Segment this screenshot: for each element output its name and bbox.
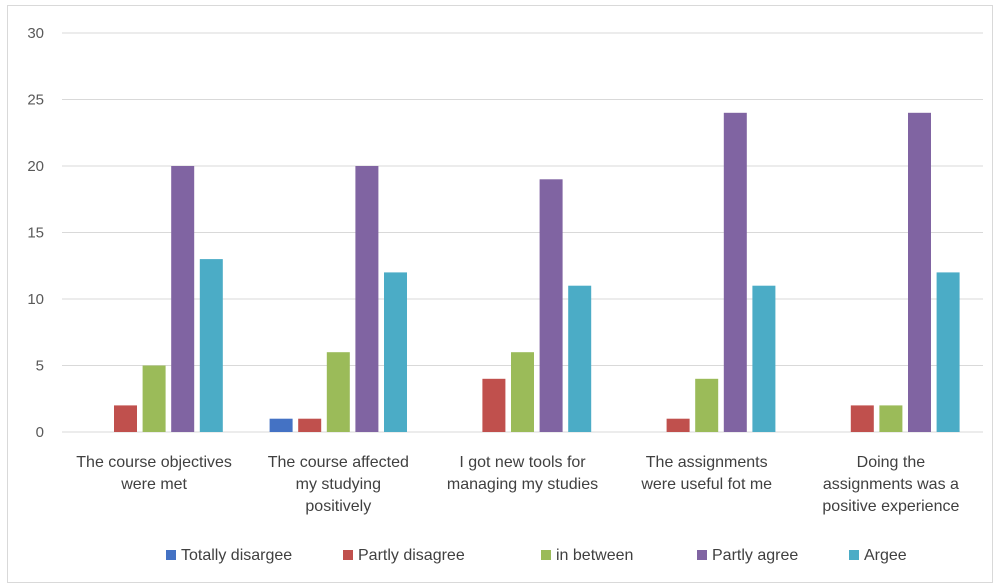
bar xyxy=(752,286,775,432)
x-category-label-line: were useful fot me xyxy=(640,476,772,493)
y-tick-label: 5 xyxy=(36,358,44,375)
legend-label: Argee xyxy=(864,547,907,564)
bar xyxy=(327,352,350,432)
bar xyxy=(937,272,960,432)
x-category-label-line: my studying xyxy=(296,476,381,493)
x-category-label: The course affected my studying positively xyxy=(268,454,409,515)
bar xyxy=(171,166,194,432)
y-axis-ticks: 0 5 10 15 20 25 30 xyxy=(27,25,44,441)
legend-swatch xyxy=(343,550,353,560)
x-category-label-line: The course affected xyxy=(268,454,409,471)
bar xyxy=(384,272,407,432)
x-category-label: I got new tools for managing my studies xyxy=(447,454,598,493)
bar xyxy=(724,113,747,432)
legend-label: Partly disagree xyxy=(358,547,465,564)
legend-swatch xyxy=(541,550,551,560)
legend: Totally disargee Partly disagree in betwee… xyxy=(166,547,907,564)
y-tick-label: 0 xyxy=(36,424,44,441)
bars xyxy=(114,113,960,432)
bar xyxy=(200,259,223,432)
legend-swatch xyxy=(849,550,859,560)
x-category-label-line: Doing the xyxy=(857,454,926,471)
bar xyxy=(568,286,591,432)
y-tick-label: 20 xyxy=(27,158,44,175)
legend-label: Totally disargee xyxy=(181,547,292,564)
x-category-label: The course objectives were met xyxy=(76,454,232,493)
x-category-label-line: positively xyxy=(305,498,371,515)
y-tick-label: 10 xyxy=(27,291,44,308)
x-category-label-line: The assignments xyxy=(646,454,768,471)
bar xyxy=(143,366,166,433)
bar xyxy=(879,405,902,432)
x-category-label-line: The course objectives xyxy=(76,454,232,471)
bar xyxy=(667,419,690,432)
bar xyxy=(298,419,321,432)
bar xyxy=(482,379,505,432)
y-tick-label: 30 xyxy=(27,25,44,42)
bar xyxy=(540,179,563,432)
legend-label: Partly agree xyxy=(712,547,798,564)
x-category-label-line: were met xyxy=(120,476,187,493)
bar xyxy=(114,405,137,432)
legend-label: in between xyxy=(556,547,633,564)
bar xyxy=(511,352,534,432)
legend-swatch xyxy=(697,550,707,560)
legend-swatch xyxy=(166,550,176,560)
bar xyxy=(908,113,931,432)
bar xyxy=(851,405,874,432)
x-category-label-line: I got new tools for xyxy=(459,454,586,471)
x-category-label-line: positive experience xyxy=(822,498,959,515)
bar xyxy=(355,166,378,432)
x-category-label-line: managing my studies xyxy=(447,476,598,493)
y-tick-label: 25 xyxy=(27,92,44,109)
bar xyxy=(695,379,718,432)
bar xyxy=(270,419,293,432)
x-category-label: Doing the assignments was a positive exper… xyxy=(822,454,959,515)
x-category-label-line: assignments was a xyxy=(823,476,959,493)
x-category-label: The assignments were useful fot me xyxy=(640,454,772,493)
y-tick-label: 15 xyxy=(27,225,44,242)
